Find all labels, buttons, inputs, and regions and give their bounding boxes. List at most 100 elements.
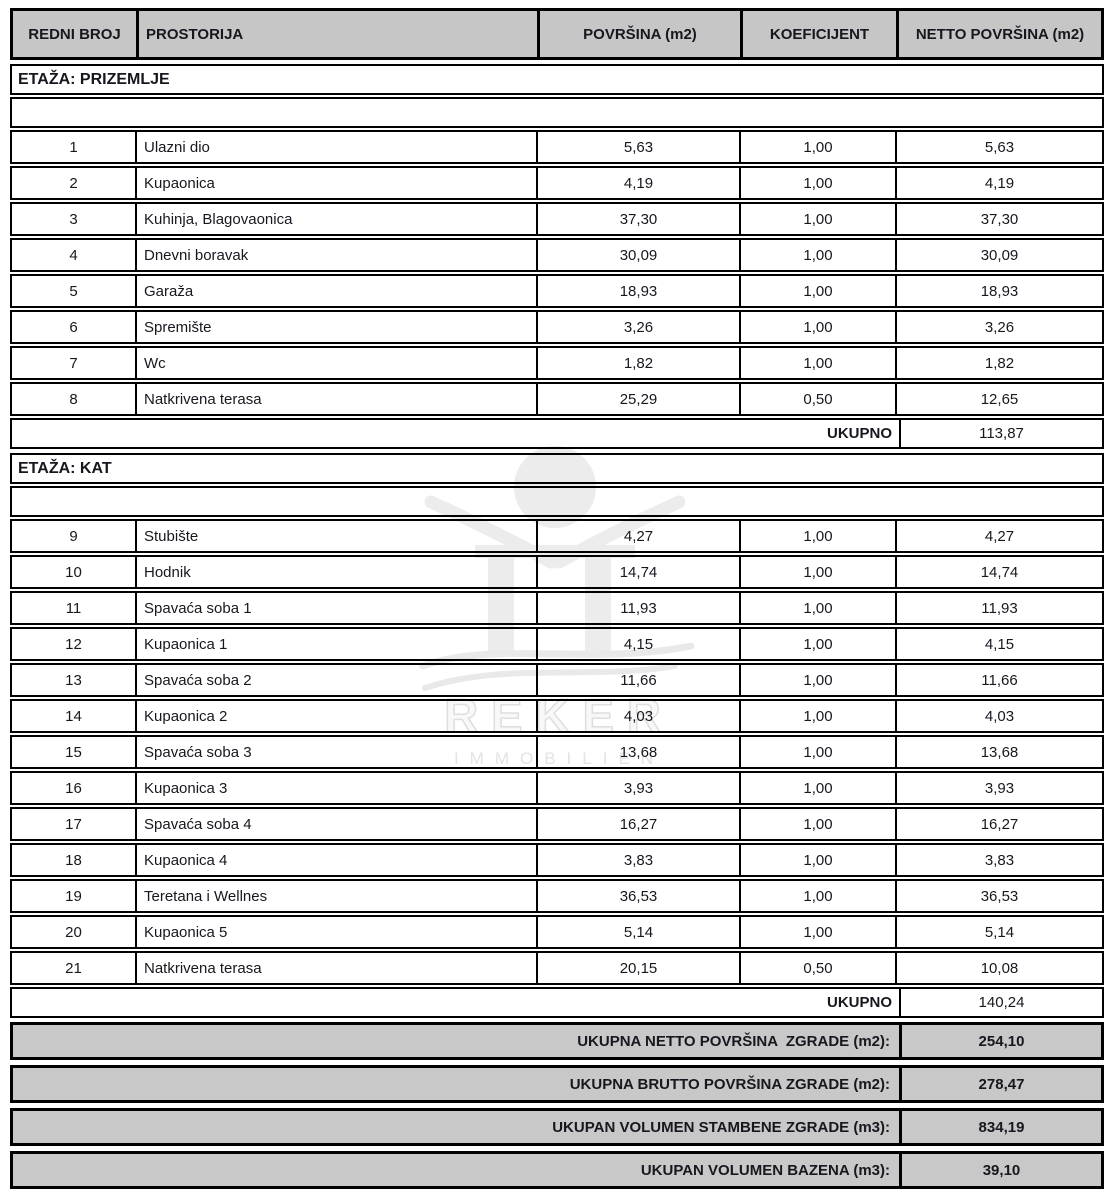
room-name-cell: Spavaća soba 4	[135, 809, 536, 839]
room-name-cell: Kupaonica 5	[135, 917, 536, 947]
area-cell: 3,26	[536, 312, 739, 342]
table-row: 3 Kuhinja, Blagovaonica 37,30 1,00 37,30	[10, 202, 1104, 236]
section-total-row: UKUPNO 113,87	[10, 418, 1104, 449]
table-row: 16 Kupaonica 3 3,93 1,00 3,93	[10, 771, 1104, 805]
room-name-cell: Kupaonica 3	[135, 773, 536, 803]
table-row: 7 Wc 1,82 1,00 1,82	[10, 346, 1104, 380]
summary-label-cell: UKUPNA NETTO POVRŠINA ZGRADE (m2):	[577, 1032, 890, 1050]
room-name-cell: Teretana i Wellnes	[135, 881, 536, 911]
table-row: 1 Ulazni dio 5,63 1,00 5,63	[10, 130, 1104, 164]
room-name-cell: Stubište	[135, 521, 536, 551]
header-koeficijent: KOEFICIJENT	[740, 11, 896, 57]
table-row: 4 Dnevni boravak 30,09 1,00 30,09	[10, 238, 1104, 272]
total-value-cell: 113,87	[899, 420, 1102, 447]
coefficient-cell: 1,00	[739, 809, 895, 839]
total-label-cell: UKUPNO	[826, 425, 892, 442]
net-area-cell: 5,14	[895, 917, 1102, 947]
row-number-cell: 3	[69, 210, 78, 228]
table-row: 11 Spavaća soba 1 11,93 1,00 11,93	[10, 591, 1104, 625]
area-calculation-table: REDNI BROJ PROSTORIJA POVRŠINA (m2) KOEF…	[10, 8, 1104, 1194]
row-number-cell: 13	[65, 671, 82, 689]
coefficient-cell: 1,00	[739, 593, 895, 623]
area-cell: 3,93	[536, 773, 739, 803]
summary-value-cell: 254,10	[899, 1025, 1101, 1057]
summary-row: UKUPNA NETTO POVRŠINA ZGRADE (m2): 254,10	[10, 1022, 1104, 1060]
row-number-cell: 1	[69, 138, 78, 156]
coefficient-cell: 0,50	[739, 953, 895, 983]
total-label-cell: UKUPNO	[826, 994, 892, 1011]
floor-section-row: ETAŽA: PRIZEMLJE	[10, 64, 1104, 95]
coefficient-cell: 1,00	[739, 845, 895, 875]
table-row: 8 Natkrivena terasa 25,29 0,50 12,65	[10, 382, 1104, 416]
area-cell: 11,93	[536, 593, 739, 623]
section-total-row: UKUPNO 140,24	[10, 987, 1104, 1018]
row-number-cell: 15	[65, 743, 82, 761]
floor-section-title: ETAŽA: PRIZEMLJE	[18, 70, 170, 88]
area-cell: 37,30	[536, 204, 739, 234]
row-number-cell: 14	[65, 707, 82, 725]
coefficient-cell: 1,00	[739, 240, 895, 270]
room-name-cell: Spavaća soba 1	[135, 593, 536, 623]
room-name-cell: Natkrivena terasa	[135, 953, 536, 983]
room-name-cell: Kupaonica	[135, 168, 536, 198]
net-area-cell: 36,53	[895, 881, 1102, 911]
area-cell: 36,53	[536, 881, 739, 911]
row-number-cell: 9	[69, 527, 78, 545]
coefficient-cell: 1,00	[739, 132, 895, 162]
coefficient-cell: 1,00	[739, 917, 895, 947]
table-body: ETAŽA: PRIZEMLJE 1 Ulazni dio 5,63 1,00 5,63 2…	[10, 64, 1104, 1189]
area-cell: 5,14	[536, 917, 739, 947]
header-povrsina: POVRŠINA (m2)	[537, 11, 740, 57]
net-area-cell: 11,93	[895, 593, 1102, 623]
room-name-cell: Garaža	[135, 276, 536, 306]
spacer-row	[10, 97, 1104, 128]
row-number-cell: 7	[69, 354, 78, 372]
row-number-cell: 17	[65, 815, 82, 833]
table-row: 14 Kupaonica 2 4,03 1,00 4,03	[10, 699, 1104, 733]
row-number-cell: 20	[65, 923, 82, 941]
net-area-cell: 16,27	[895, 809, 1102, 839]
room-name-cell: Kupaonica 4	[135, 845, 536, 875]
summary-row: UKUPAN VOLUMEN BAZENA (m3): 39,10	[10, 1151, 1104, 1189]
table-row: 6 Spremište 3,26 1,00 3,26	[10, 310, 1104, 344]
row-number-cell: 10	[65, 563, 82, 581]
summary-label-cell: UKUPAN VOLUMEN STAMBENE ZGRADE (m3):	[552, 1118, 890, 1136]
table-row: 17 Spavaća soba 4 16,27 1,00 16,27	[10, 807, 1104, 841]
summary-row: UKUPAN VOLUMEN STAMBENE ZGRADE (m3): 834,…	[10, 1108, 1104, 1146]
room-name-cell: Kuhinja, Blagovaonica	[135, 204, 536, 234]
table-row: 2 Kupaonica 4,19 1,00 4,19	[10, 166, 1104, 200]
net-area-cell: 18,93	[895, 276, 1102, 306]
area-cell: 4,03	[536, 701, 739, 731]
coefficient-cell: 1,00	[739, 881, 895, 911]
net-area-cell: 14,74	[895, 557, 1102, 587]
summary-value-cell: 834,19	[899, 1111, 1101, 1143]
row-number-cell: 2	[69, 174, 78, 192]
row-number-cell: 4	[69, 246, 78, 264]
net-area-cell: 4,03	[895, 701, 1102, 731]
header-prostorija: PROSTORIJA	[136, 11, 537, 57]
area-cell: 5,63	[536, 132, 739, 162]
floor-section-title: ETAŽA: KAT	[18, 459, 112, 477]
room-name-cell: Kupaonica 1	[135, 629, 536, 659]
net-area-cell: 13,68	[895, 737, 1102, 767]
coefficient-cell: 0,50	[739, 384, 895, 414]
table-header-row: REDNI BROJ PROSTORIJA POVRŠINA (m2) KOEF…	[10, 8, 1104, 60]
area-cell: 30,09	[536, 240, 739, 270]
net-area-cell: 12,65	[895, 384, 1102, 414]
area-cell: 4,27	[536, 521, 739, 551]
total-value-cell: 140,24	[899, 989, 1102, 1016]
area-cell: 18,93	[536, 276, 739, 306]
net-area-cell: 37,30	[895, 204, 1102, 234]
summary-value-cell: 278,47	[899, 1068, 1101, 1100]
net-area-cell: 1,82	[895, 348, 1102, 378]
room-name-cell: Hodnik	[135, 557, 536, 587]
summary-row: UKUPNA BRUTTO POVRŠINA ZGRADE (m2): 278,4…	[10, 1065, 1104, 1103]
room-name-cell: Dnevni boravak	[135, 240, 536, 270]
row-number-cell: 11	[65, 599, 82, 617]
row-number-cell: 8	[69, 390, 78, 408]
row-number-cell: 21	[65, 959, 82, 977]
area-cell: 3,83	[536, 845, 739, 875]
net-area-cell: 10,08	[895, 953, 1102, 983]
floor-section-row: ETAŽA: KAT	[10, 453, 1104, 484]
